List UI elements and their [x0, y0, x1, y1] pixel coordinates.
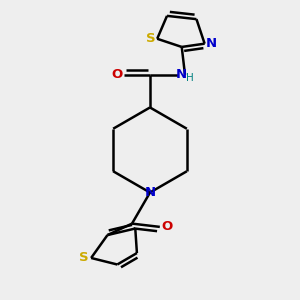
Text: N: N: [176, 68, 187, 81]
Text: N: N: [206, 37, 217, 50]
Text: N: N: [144, 186, 156, 199]
Text: O: O: [161, 220, 172, 233]
Text: H: H: [186, 73, 194, 83]
Text: O: O: [111, 68, 122, 81]
Text: S: S: [79, 251, 89, 265]
Text: S: S: [146, 32, 155, 45]
